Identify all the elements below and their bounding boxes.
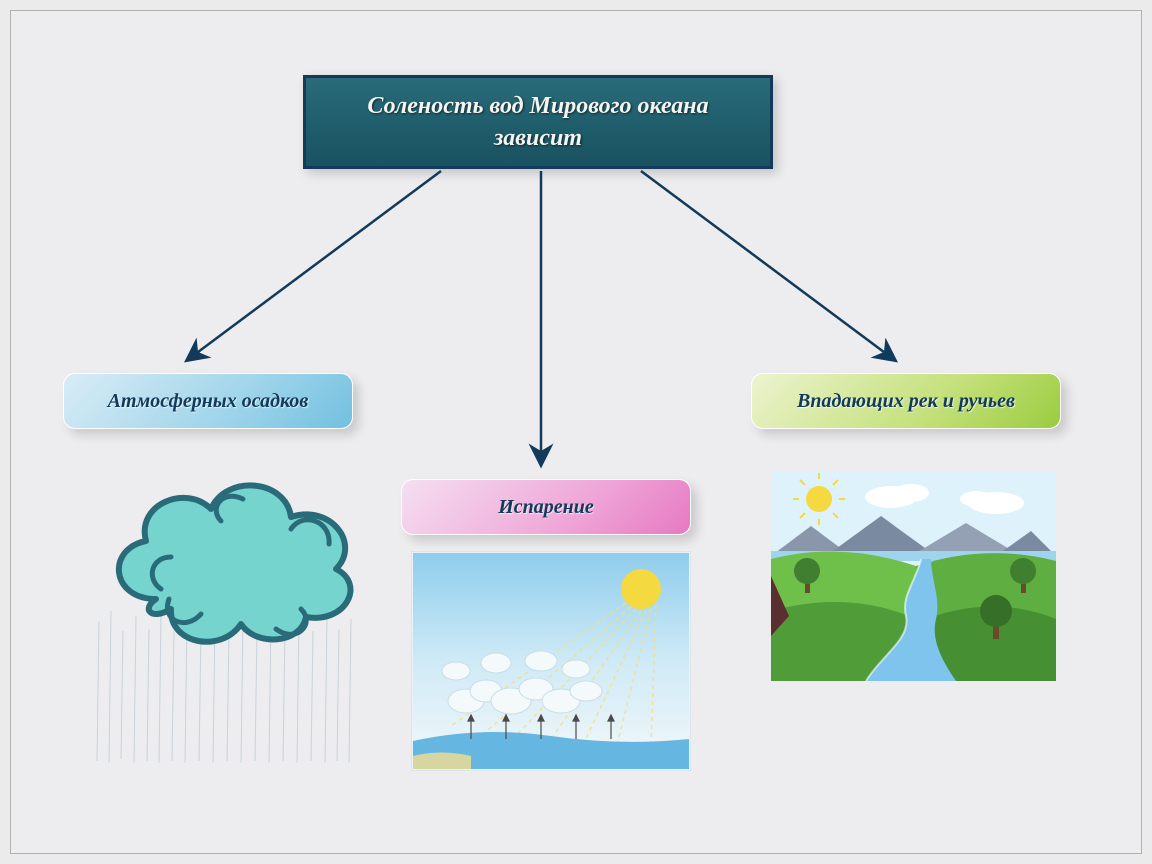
title-text: Соленость вод Мирового океана зависит [332, 90, 744, 155]
box-precipitation: Атмосферных осадков [63, 373, 353, 429]
illus-river [771, 471, 1056, 681]
box-evaporation: Испарение [401, 479, 691, 535]
cloud-icon [119, 485, 351, 641]
label-evaporation: Испарение [498, 496, 594, 519]
label-precipitation: Атмосферных осадков [108, 390, 309, 413]
illus-cloud [81, 441, 381, 771]
illus-evaporation [411, 551, 691, 771]
label-rivers: Впадающих рек и ручьев [797, 390, 1015, 413]
slide-frame: Соленость вод Мирового океана зависит Ат… [10, 10, 1142, 854]
title-box: Соленость вод Мирового океана зависит [303, 75, 773, 169]
sun-icon [621, 569, 661, 609]
box-rivers: Впадающих рек и ручьев [751, 373, 1061, 429]
